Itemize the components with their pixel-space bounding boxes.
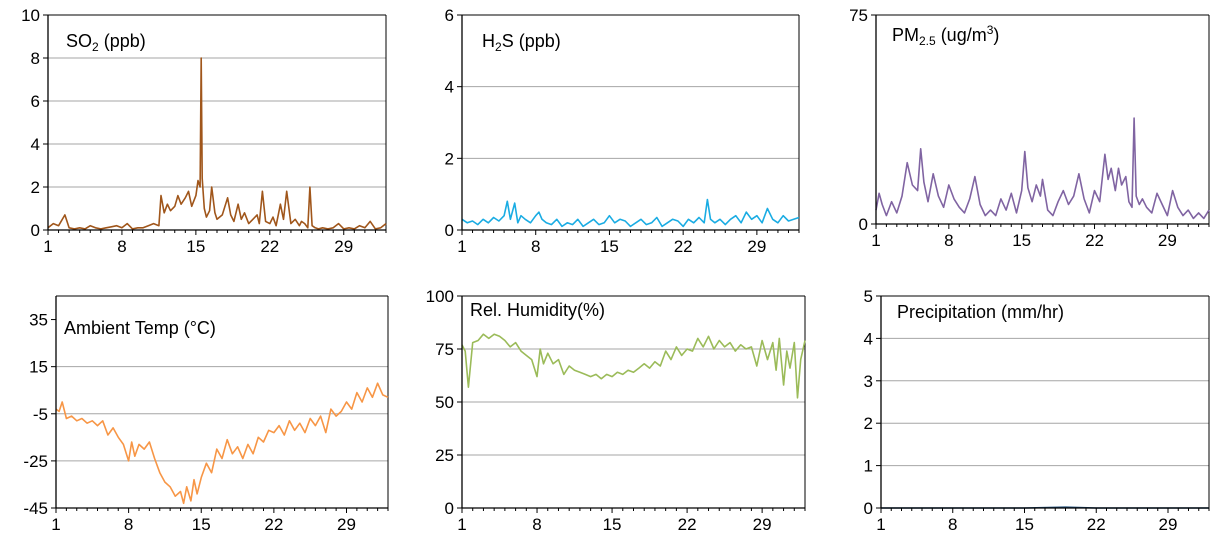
series-line xyxy=(461,333,806,399)
x-tick-label: 29 xyxy=(337,515,356,534)
chart-panel: -45 -25 -5 15 35 1 8 15 22 29 Ambient Temp (°C) xyxy=(23,295,389,534)
x-tick-label: 15 xyxy=(192,515,211,534)
x-tick-label: 15 xyxy=(603,515,622,534)
series-line xyxy=(461,198,800,228)
y-tick-label: 10 xyxy=(21,6,40,25)
y-tick-label: 8 xyxy=(31,49,40,68)
chart-panel: 0 2 4 6 1 8 15 22 29 H2S (ppb) xyxy=(445,6,800,256)
chart-title: PM2.5 (ug/m3) xyxy=(892,23,999,48)
y-tick-label: 0 xyxy=(859,215,868,234)
y-tick-label: 35 xyxy=(29,311,48,330)
x-tick-label: 1 xyxy=(457,515,466,534)
x-tick-label: 29 xyxy=(753,515,772,534)
y-tick-label: 15 xyxy=(29,358,48,377)
x-tick-label: 8 xyxy=(948,515,957,534)
y-tick-label: -25 xyxy=(23,452,48,471)
x-tick-label: 1 xyxy=(457,237,466,256)
x-tick-label: 15 xyxy=(1012,231,1031,250)
chart-title: Rel. Humidity(%) xyxy=(470,300,605,320)
y-tick-label: 0 xyxy=(31,221,40,240)
y-tick-label: 0 xyxy=(864,499,873,518)
chart-title: SO2 (ppb) xyxy=(66,31,146,54)
y-tick-label: 1 xyxy=(864,457,873,476)
x-tick-label: 29 xyxy=(747,237,766,256)
x-tick-label: 8 xyxy=(117,237,126,256)
y-tick-label: 5 xyxy=(864,287,873,306)
y-tick-label: 2 xyxy=(864,414,873,433)
x-tick-label: 22 xyxy=(678,515,697,534)
series-line xyxy=(47,57,387,230)
x-tick-label: 15 xyxy=(186,237,205,256)
x-tick-label: 15 xyxy=(1015,515,1034,534)
x-tick-label: 29 xyxy=(1159,515,1178,534)
x-tick-label: 15 xyxy=(600,237,619,256)
x-tick-label: 1 xyxy=(51,515,60,534)
y-tick-label: 0 xyxy=(445,499,454,518)
x-tick-label: 22 xyxy=(1087,515,1106,534)
x-tick-label: 1 xyxy=(876,515,885,534)
x-tick-label: 8 xyxy=(124,515,133,534)
y-tick-label: 4 xyxy=(31,135,40,154)
chart-title: Precipitation (mm/hr) xyxy=(897,302,1064,322)
y-tick-label: 75 xyxy=(435,340,454,359)
y-tick-label: 2 xyxy=(445,149,454,168)
x-tick-label: 1 xyxy=(43,237,52,256)
x-tick-label: 1 xyxy=(871,231,880,250)
chart-panel: 0 25 50 75 100 1 8 15 22 29 Rel. Humidity(%) xyxy=(426,287,806,534)
x-tick-label: 22 xyxy=(1085,231,1104,250)
x-tick-label: 22 xyxy=(674,237,693,256)
y-tick-label: 50 xyxy=(435,393,454,412)
y-tick-label: 6 xyxy=(445,6,454,25)
series-line xyxy=(55,382,389,505)
x-tick-label: 29 xyxy=(1158,231,1177,250)
x-tick-label: 8 xyxy=(944,231,953,250)
y-tick-label: 0 xyxy=(445,221,454,240)
x-tick-label: 8 xyxy=(532,515,541,534)
y-tick-label: 75 xyxy=(849,6,868,25)
x-tick-label: 8 xyxy=(531,237,540,256)
y-tick-label: 100 xyxy=(426,287,454,306)
chart-panel: 0 75 1 8 15 22 29 PM2.5 (ug/m3) xyxy=(849,6,1210,250)
y-tick-label: 25 xyxy=(435,446,454,465)
chart-title: H2S (ppb) xyxy=(482,31,561,54)
chart-panel: 0 2 4 6 8 10 1 8 15 22 29 SO2 (ppb) xyxy=(21,6,387,256)
chart-title: Ambient Temp (°C) xyxy=(64,318,216,338)
x-tick-label: 22 xyxy=(264,515,283,534)
y-tick-label: 4 xyxy=(864,329,873,348)
series-line xyxy=(875,117,1210,220)
x-tick-label: 22 xyxy=(260,237,279,256)
y-tick-label: 4 xyxy=(445,78,454,97)
x-tick-label: 29 xyxy=(334,237,353,256)
y-tick-label: 2 xyxy=(31,178,40,197)
y-tick-label: 3 xyxy=(864,372,873,391)
y-tick-label: -45 xyxy=(23,499,48,518)
y-tick-label: -5 xyxy=(33,405,48,424)
y-tick-label: 6 xyxy=(31,92,40,111)
